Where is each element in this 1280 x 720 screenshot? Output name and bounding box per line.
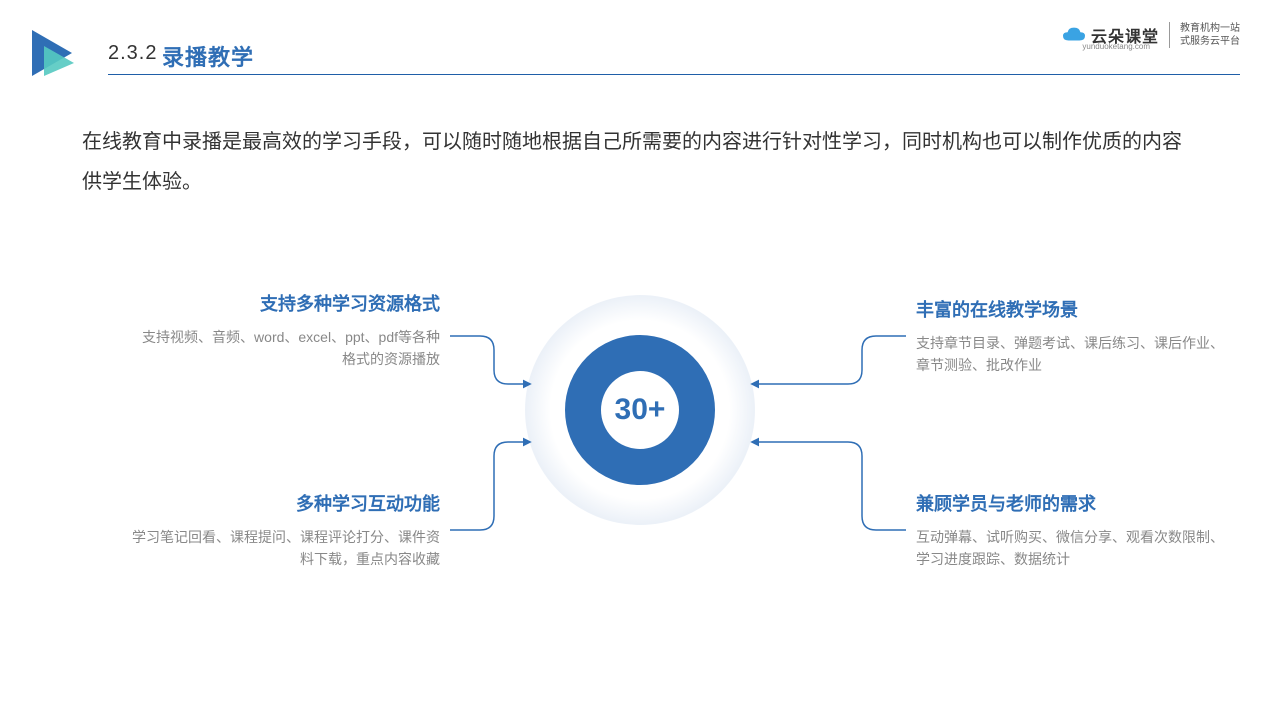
- logo-separator: [1169, 22, 1170, 48]
- center-circle: 30+: [525, 295, 755, 525]
- play-icon: [32, 30, 92, 76]
- brand-tagline: 教育机构一站 式服务云平台: [1180, 22, 1240, 48]
- feature-desc: 学习笔记回看、课程提问、课程评论打分、课件资料下载，重点内容收藏: [130, 526, 440, 570]
- cloud-icon: [1063, 27, 1085, 43]
- feature-desc: 互动弹幕、试听购买、微信分享、观看次数限制、学习进度跟踪、数据统计: [916, 526, 1226, 570]
- header-rule: [108, 74, 1240, 75]
- feature-title: 支持多种学习资源格式: [130, 290, 440, 316]
- feature-top-left: 支持多种学习资源格式 支持视频、音频、word、excel、ppt、pdf等各种…: [130, 290, 440, 370]
- intro-paragraph: 在线教育中录播是最高效的学习手段，可以随时随地根据自己所需要的内容进行针对性学习…: [82, 122, 1200, 202]
- brand-url: yunduoketang.com: [1082, 42, 1150, 51]
- section-number: 2.3.2: [108, 42, 157, 65]
- feature-title: 多种学习互动功能: [130, 490, 440, 516]
- feature-bottom-left: 多种学习互动功能 学习笔记回看、课程提问、课程评论打分、课件资料下载，重点内容收…: [130, 490, 440, 570]
- feature-title: 丰富的在线教学场景: [916, 296, 1226, 322]
- feature-title: 兼顾学员与老师的需求: [916, 490, 1226, 516]
- feature-bottom-right: 兼顾学员与老师的需求 互动弹幕、试听购买、微信分享、观看次数限制、学习进度跟踪、…: [916, 490, 1226, 570]
- feature-desc: 支持视频、音频、word、excel、ppt、pdf等各种格式的资源播放: [130, 326, 440, 370]
- center-label: 30+: [615, 393, 666, 427]
- feature-top-right: 丰富的在线教学场景 支持章节目录、弹题考试、课后练习、课后作业、章节测验、批改作…: [916, 296, 1226, 376]
- brand-tagline-l2: 式服务云平台: [1180, 35, 1240, 48]
- feature-desc: 支持章节目录、弹题考试、课后练习、课后作业、章节测验、批改作业: [916, 332, 1226, 376]
- section-title: 录播教学: [162, 40, 254, 72]
- brand-tagline-l1: 教育机构一站: [1180, 22, 1240, 35]
